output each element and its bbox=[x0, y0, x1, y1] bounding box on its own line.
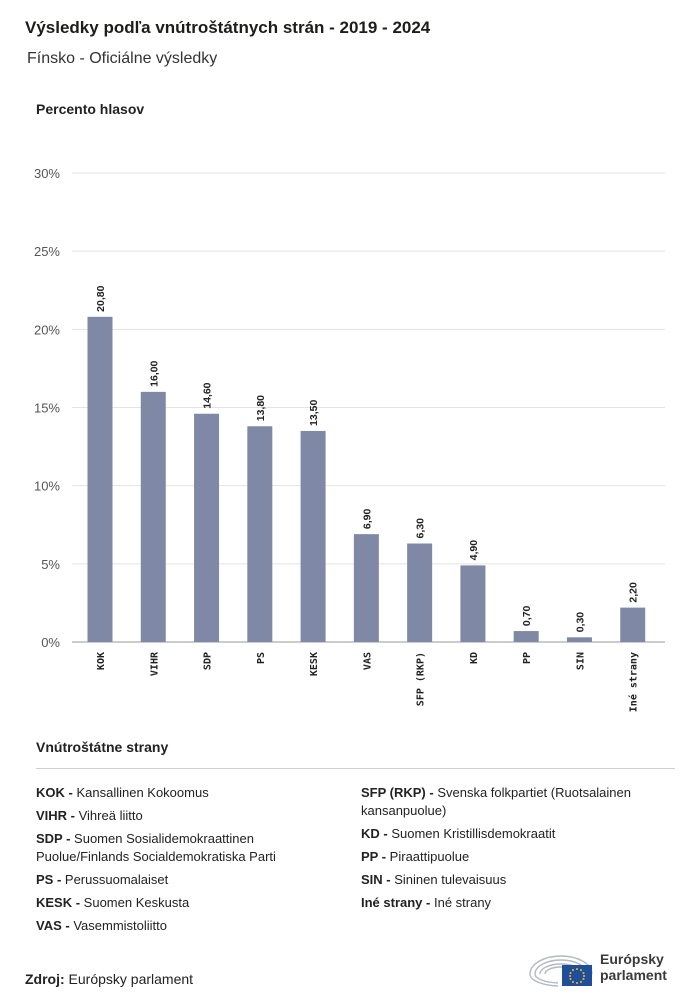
legend-party-code: KD - bbox=[361, 826, 388, 841]
legend-left-column: KOK - Kansallinen Kokoomus VIHR - Vihreä … bbox=[36, 784, 326, 940]
legend-item: PS - Perussuomalaiset bbox=[36, 871, 326, 889]
x-tick-label: SIN bbox=[575, 652, 586, 670]
data-label: 13,50 bbox=[308, 400, 320, 426]
legend-party-name: Suomen Kristillisdemokraatit bbox=[387, 826, 556, 841]
x-tick-label: VIHR bbox=[149, 651, 160, 676]
legend-party-code: SIN - bbox=[361, 872, 391, 887]
legend-party-name: Suomen Sosialidemokraattinen Puolue/Finl… bbox=[36, 831, 276, 864]
data-label: 2,20 bbox=[628, 582, 640, 603]
bar bbox=[620, 607, 646, 642]
legend-item: KESK - Suomen Keskusta bbox=[36, 894, 326, 912]
x-tick-label: KD bbox=[469, 652, 480, 664]
legend-party-name: Svenska folkpartiet (Ruotsalainen kansan… bbox=[361, 785, 631, 818]
data-label: 4,90 bbox=[468, 540, 480, 561]
x-tick-label: PS bbox=[256, 652, 267, 664]
bar bbox=[87, 316, 113, 642]
x-tick-label: KOK bbox=[96, 652, 107, 670]
y-axis-label: Percento hlasov bbox=[36, 101, 145, 117]
legend-party-code: PS - bbox=[36, 872, 62, 887]
bar bbox=[247, 426, 273, 642]
european-parliament-logo: Európsky parlament bbox=[528, 944, 678, 990]
legend-party-name: Iné strany bbox=[430, 895, 492, 910]
y-tick-label: 15% bbox=[34, 401, 60, 416]
legend-party-code: KOK - bbox=[36, 785, 73, 800]
x-tick-label: VAS bbox=[362, 652, 373, 670]
x-tick-label: KESK bbox=[309, 652, 320, 676]
data-label: 6,30 bbox=[415, 518, 427, 539]
y-tick-label: 0% bbox=[41, 635, 60, 650]
legend-party-name: Kansallinen Kokoomus bbox=[72, 785, 209, 800]
y-tick-label: 30% bbox=[34, 166, 60, 181]
logo-line-2: parlament bbox=[600, 967, 667, 983]
y-tick-label: 20% bbox=[34, 322, 60, 337]
legend-party-name: Sininen tulevaisuus bbox=[390, 872, 507, 887]
legend-item: VAS - Vasemmistoliitto bbox=[36, 917, 326, 935]
x-tick-label: SDP bbox=[203, 652, 214, 670]
legend-divider bbox=[36, 768, 675, 769]
x-tick-label: SFP (RKP) bbox=[416, 652, 427, 706]
y-tick-label: 10% bbox=[34, 479, 60, 494]
bar bbox=[566, 637, 592, 642]
legend-party-name: Vihreä liitto bbox=[75, 808, 143, 823]
bar bbox=[194, 413, 220, 642]
legend-item: SIN - Sininen tulevaisuus bbox=[361, 871, 661, 889]
european-parliament-hemicycle-eu-flag-icon bbox=[529, 955, 593, 987]
data-label: 13,80 bbox=[255, 395, 267, 421]
logo-line-1: Európsky bbox=[600, 951, 664, 967]
bar bbox=[407, 543, 433, 642]
y-tick-label: 5% bbox=[41, 557, 60, 572]
data-label: 0,70 bbox=[521, 605, 533, 626]
legend-party-name: Vasemmistoliitto bbox=[69, 918, 168, 933]
legend-right-column: SFP (RKP) - Svenska folkpartiet (Ruotsal… bbox=[361, 784, 661, 917]
legend-item: VIHR - Vihreä liitto bbox=[36, 807, 326, 825]
chart-subtitle: Fínsko - Oficiálne výsledky bbox=[27, 50, 218, 67]
source-label: Zdroj: bbox=[25, 971, 65, 987]
bar-chart: 0% 5% 10% 15% 20% 25% 30% 20,80 KOK 16,00 VIHR 14,6… bbox=[34, 166, 665, 712]
bar bbox=[140, 391, 166, 642]
chart-title: Výsledky podľa vnútroštátnych strán - 20… bbox=[25, 18, 431, 37]
legend-item: SFP (RKP) - Svenska folkpartiet (Ruotsal… bbox=[361, 784, 661, 820]
source-value: Európsky parlament bbox=[68, 971, 194, 987]
legend-item: KD - Suomen Kristillisdemokraatit bbox=[361, 825, 661, 843]
data-label: 6,90 bbox=[361, 509, 373, 530]
data-label: 14,60 bbox=[202, 382, 214, 408]
legend-party-name: Suomen Keskusta bbox=[80, 895, 190, 910]
data-label: 20,80 bbox=[95, 285, 107, 311]
legend-item: PP - Piraattipuolue bbox=[361, 848, 661, 866]
logo-wordmark: Európsky parlament bbox=[600, 951, 667, 983]
legend-party-code: VIHR - bbox=[36, 808, 75, 823]
legend-party-code: KESK - bbox=[36, 895, 81, 910]
legend-party-name: Piraattipuolue bbox=[386, 849, 470, 864]
legend-item: Iné strany - Iné strany bbox=[361, 894, 661, 912]
bar bbox=[513, 631, 539, 642]
data-label: 0,30 bbox=[574, 612, 586, 633]
legend-party-code: Iné strany - bbox=[361, 895, 431, 910]
legend-party-code: SFP (RKP) - bbox=[361, 785, 434, 800]
legend-party-code: VAS - bbox=[36, 918, 70, 933]
bar bbox=[460, 565, 486, 642]
x-tick-label: Iné strany bbox=[628, 652, 640, 712]
legend-item: SDP - Suomen Sosialidemokraattinen Puolu… bbox=[36, 830, 326, 866]
y-tick-label: 25% bbox=[34, 244, 60, 259]
data-label: 16,00 bbox=[148, 360, 160, 386]
bar bbox=[353, 534, 379, 642]
legend-party-code: SDP - bbox=[36, 831, 71, 846]
bar bbox=[300, 430, 326, 642]
legend-party-code: PP - bbox=[361, 849, 387, 864]
x-tick-label: PP bbox=[522, 652, 533, 664]
legend-title: Vnútroštátne strany bbox=[36, 739, 169, 755]
legend-party-name: Perussuomalaiset bbox=[61, 872, 169, 887]
source-note: Zdroj: Európsky parlament bbox=[25, 971, 193, 987]
legend-item: KOK - Kansallinen Kokoomus bbox=[36, 784, 326, 802]
